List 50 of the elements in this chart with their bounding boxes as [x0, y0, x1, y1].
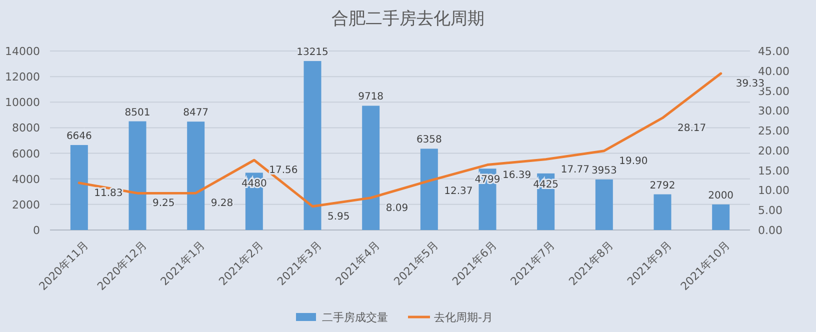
y2-tick-label: 25.00 — [758, 124, 790, 138]
y2-tick-label: 0.00 — [758, 224, 782, 237]
chart-title: 合肥二手房去化周期 — [332, 9, 484, 29]
data-label: 28.17 — [678, 122, 706, 134]
data-label: 12.37 — [444, 186, 473, 197]
y2-tick-label: 10.00 — [758, 184, 790, 198]
data-label: 9718 — [358, 92, 384, 103]
data-label: 13215 — [296, 47, 328, 58]
data-label: 11.83 — [94, 188, 123, 199]
bar — [362, 106, 380, 230]
data-label: 2792 — [650, 180, 676, 192]
bar — [595, 179, 613, 230]
y-tick-label: 2000 — [12, 198, 40, 212]
data-label: 19.90 — [619, 156, 648, 167]
legend-label: 去化周期-月 — [434, 311, 493, 324]
bar — [128, 121, 146, 230]
bar — [654, 194, 672, 230]
data-label: 39.33 — [736, 78, 764, 90]
y-tick-label: 10000 — [5, 96, 40, 110]
y2-tick-label: 30.00 — [758, 104, 790, 118]
data-label: 8.09 — [386, 202, 408, 214]
y2-tick-label: 20.00 — [758, 144, 790, 158]
legend-label: 二手房成交量 — [322, 311, 388, 324]
data-label: 3953 — [591, 165, 617, 176]
y2-tick-label: 45.00 — [758, 45, 790, 58]
data-label: 8501 — [124, 107, 150, 118]
y-tick-label: 12000 — [5, 70, 40, 84]
data-label: 8477 — [183, 108, 209, 119]
bar — [70, 145, 88, 230]
bar — [712, 204, 730, 230]
data-label: 5.95 — [328, 211, 350, 222]
y2-tick-label: 5.00 — [758, 204, 782, 218]
y-tick-label: 14000 — [5, 45, 40, 58]
bar — [304, 61, 322, 230]
data-label: 17.77 — [560, 164, 590, 176]
data-label: 6358 — [416, 134, 442, 146]
data-label: 16.39 — [502, 170, 532, 181]
bar — [420, 148, 438, 230]
bar — [187, 122, 205, 230]
y-tick-label: 8000 — [12, 122, 40, 135]
y2-tick-label: 40.00 — [758, 64, 790, 78]
y-tick-label: 0 — [33, 224, 40, 237]
data-label: 17.56 — [269, 165, 298, 176]
data-label: 2000 — [708, 190, 734, 202]
y2-tick-label: 15.00 — [758, 164, 790, 178]
y-tick-label: 4000 — [12, 172, 40, 186]
y-tick-label: 6000 — [12, 147, 40, 160]
data-label: 9.28 — [210, 198, 234, 210]
data-label: 6646 — [66, 131, 92, 142]
data-label: 9.25 — [152, 198, 175, 210]
